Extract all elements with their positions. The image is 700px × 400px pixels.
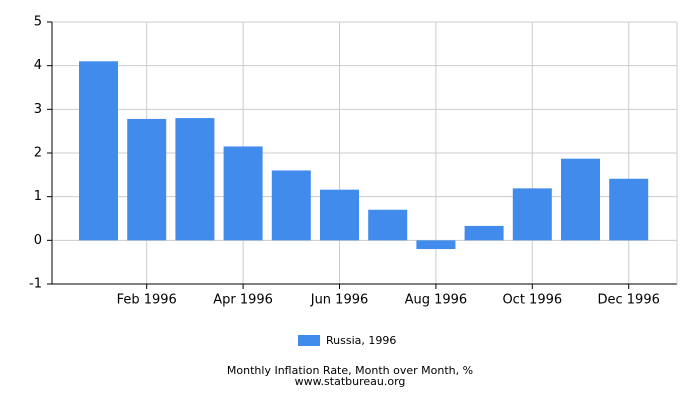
bar [127, 118, 167, 241]
x-tick-label: Feb 1996 [117, 293, 177, 308]
bar [416, 240, 456, 250]
bar [512, 188, 552, 241]
legend-swatch [298, 335, 320, 346]
y-tick-label: 2 [34, 146, 42, 161]
bar [271, 170, 311, 241]
x-tick-label: Oct 1996 [502, 293, 562, 308]
x-tick-label: Apr 1996 [213, 293, 273, 308]
bar [223, 146, 263, 241]
bar [609, 178, 649, 241]
x-tick-label: Aug 1996 [405, 293, 468, 308]
chart-subtitle: www.statbureau.org [295, 375, 406, 388]
legend-label: Russia, 1996 [326, 334, 396, 347]
bar [175, 118, 215, 241]
chart-title: Monthly Inflation Rate, Month over Month… [227, 364, 473, 377]
x-tick-label: Jun 1996 [310, 293, 369, 308]
bar [368, 209, 408, 241]
bar [79, 61, 118, 241]
y-tick-label: 1 [34, 189, 42, 204]
y-tick-label: 5 [34, 15, 42, 30]
x-tick-label: Dec 1996 [598, 293, 660, 308]
bar [561, 158, 600, 241]
y-tick-label: 3 [34, 102, 42, 117]
y-tick-label: -1 [29, 277, 42, 292]
y-tick-label: 4 [34, 58, 42, 73]
bar [464, 225, 504, 241]
bar [320, 189, 359, 241]
y-tick-label: 0 [34, 233, 42, 248]
